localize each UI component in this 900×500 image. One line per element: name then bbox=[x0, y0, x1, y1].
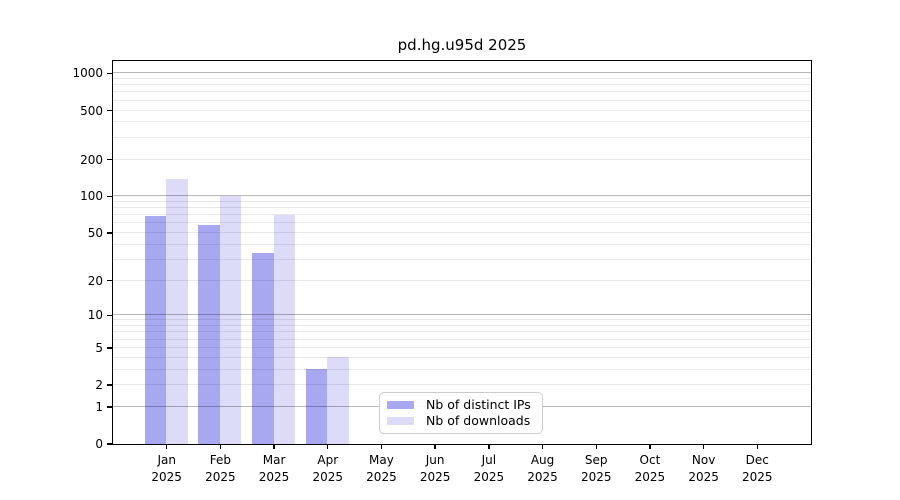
gridline-major bbox=[112, 314, 811, 316]
y-axis-tick-label: 50 bbox=[87, 226, 103, 241]
y-axis-tick bbox=[107, 314, 112, 317]
gridline-minor bbox=[112, 331, 811, 333]
bar-downloads-feb bbox=[219, 195, 242, 444]
y-axis-tick bbox=[107, 72, 112, 75]
y-axis-tick bbox=[107, 347, 112, 349]
x-axis-tick bbox=[380, 444, 383, 449]
x-axis-tick-label-may: May 2025 bbox=[366, 453, 397, 484]
bar-downloads-jan bbox=[166, 179, 188, 444]
bar-downloads-mar bbox=[273, 214, 296, 444]
y-axis-tick-label: 2 bbox=[95, 378, 103, 393]
gridline-minor bbox=[112, 222, 811, 224]
y-axis-tick bbox=[107, 443, 112, 445]
bar-distinct-ips-mar bbox=[252, 252, 274, 444]
gridline-minor bbox=[112, 319, 811, 321]
gridline-minor bbox=[112, 243, 811, 245]
x-axis-tick-label-nov: Nov 2025 bbox=[688, 453, 719, 484]
gridline-minor bbox=[112, 91, 811, 93]
x-axis-tick bbox=[488, 444, 490, 449]
x-axis-tick-label-feb: Feb 2025 bbox=[205, 453, 236, 484]
bar-distinct-ips-apr bbox=[305, 369, 328, 444]
y-axis-tick bbox=[107, 406, 112, 408]
gridline-minor bbox=[112, 258, 811, 260]
bar-downloads-apr bbox=[327, 357, 349, 444]
x-axis-tick-label-jun: Jun 2025 bbox=[419, 453, 451, 484]
gridline-minor bbox=[112, 109, 811, 111]
x-axis-tick-label-sep: Sep 2025 bbox=[580, 453, 612, 484]
x-axis-tick bbox=[165, 444, 168, 449]
gridline-minor bbox=[112, 356, 811, 358]
x-axis-tick bbox=[219, 444, 222, 449]
gridline-minor bbox=[112, 346, 811, 348]
gridline-major bbox=[112, 72, 811, 74]
gridline-minor bbox=[112, 338, 811, 340]
plot-area bbox=[111, 59, 812, 445]
x-axis-tick-label-aug: Aug 2025 bbox=[527, 453, 558, 484]
y-axis-tick bbox=[107, 232, 112, 234]
legend-item-downloads: Nb of downloads bbox=[387, 413, 534, 429]
bar-distinct-ips-feb bbox=[198, 224, 220, 444]
legend-label-downloads: Nb of downloads bbox=[426, 413, 531, 428]
x-axis-tick bbox=[434, 444, 436, 449]
gridline-minor bbox=[112, 384, 811, 386]
x-axis-tick bbox=[702, 444, 705, 449]
x-axis-tick bbox=[649, 444, 651, 449]
bar-distinct-ips-jan bbox=[144, 216, 167, 444]
gridline-minor bbox=[112, 136, 811, 138]
gridline-major bbox=[112, 195, 811, 197]
gridline-minor bbox=[112, 368, 811, 370]
x-axis-tick-label-mar: Mar 2025 bbox=[258, 453, 290, 484]
gridline-minor bbox=[112, 99, 811, 101]
x-axis-tick-label-jan: Jan 2025 bbox=[151, 453, 182, 484]
gridline-minor bbox=[112, 232, 811, 234]
x-axis-tick bbox=[541, 444, 544, 449]
x-axis-tick-label-jul: Jul 2025 bbox=[473, 453, 505, 484]
x-axis-tick bbox=[327, 444, 329, 449]
x-axis-tick-label-apr: Apr 2025 bbox=[312, 453, 344, 484]
y-axis-tick bbox=[107, 195, 112, 198]
chart-title: pd.hg.u95d 2025 bbox=[397, 36, 527, 54]
y-axis-tick-label: 0 bbox=[95, 437, 103, 451]
y-axis-tick-label: 500 bbox=[80, 103, 103, 118]
gridline-minor bbox=[112, 214, 811, 216]
gridline-minor bbox=[112, 84, 811, 86]
y-axis-tick-label: 100 bbox=[80, 189, 103, 204]
x-axis-tick-label-dec: Dec 2025 bbox=[742, 453, 773, 484]
x-axis-tick bbox=[273, 444, 275, 449]
legend-swatch-downloads bbox=[387, 417, 414, 425]
gridline-minor bbox=[112, 279, 811, 281]
y-axis-tick-label: 200 bbox=[80, 152, 103, 167]
y-axis-tick-label: 1 bbox=[95, 399, 103, 414]
x-axis-tick-label-oct: Oct 2025 bbox=[634, 453, 666, 484]
y-axis-tick bbox=[107, 384, 112, 386]
y-axis-tick-label: 20 bbox=[87, 273, 103, 288]
y-axis-tick bbox=[107, 109, 112, 112]
y-axis-tick-label: 1000 bbox=[72, 66, 103, 81]
legend-swatch-distinct-ips bbox=[387, 401, 414, 409]
y-axis-tick bbox=[107, 279, 112, 282]
y-axis-tick-label: 10 bbox=[87, 308, 103, 323]
legend-item-distinct-ips: Nb of distinct IPs bbox=[387, 397, 534, 413]
gridline-minor bbox=[112, 158, 811, 160]
legend: Nb of distinct IPs Nb of downloads bbox=[379, 392, 543, 434]
gridline-minor bbox=[112, 78, 811, 80]
y-axis-tick-label: 5 bbox=[95, 340, 103, 355]
x-axis-tick bbox=[756, 444, 758, 449]
gridline-minor bbox=[112, 201, 811, 203]
gridline-minor bbox=[112, 207, 811, 209]
gridline-minor bbox=[112, 121, 811, 123]
y-axis-tick bbox=[107, 158, 112, 161]
gridline-minor bbox=[112, 325, 811, 327]
legend-label-distinct-ips: Nb of distinct IPs bbox=[426, 397, 531, 412]
x-axis-tick bbox=[595, 444, 597, 449]
